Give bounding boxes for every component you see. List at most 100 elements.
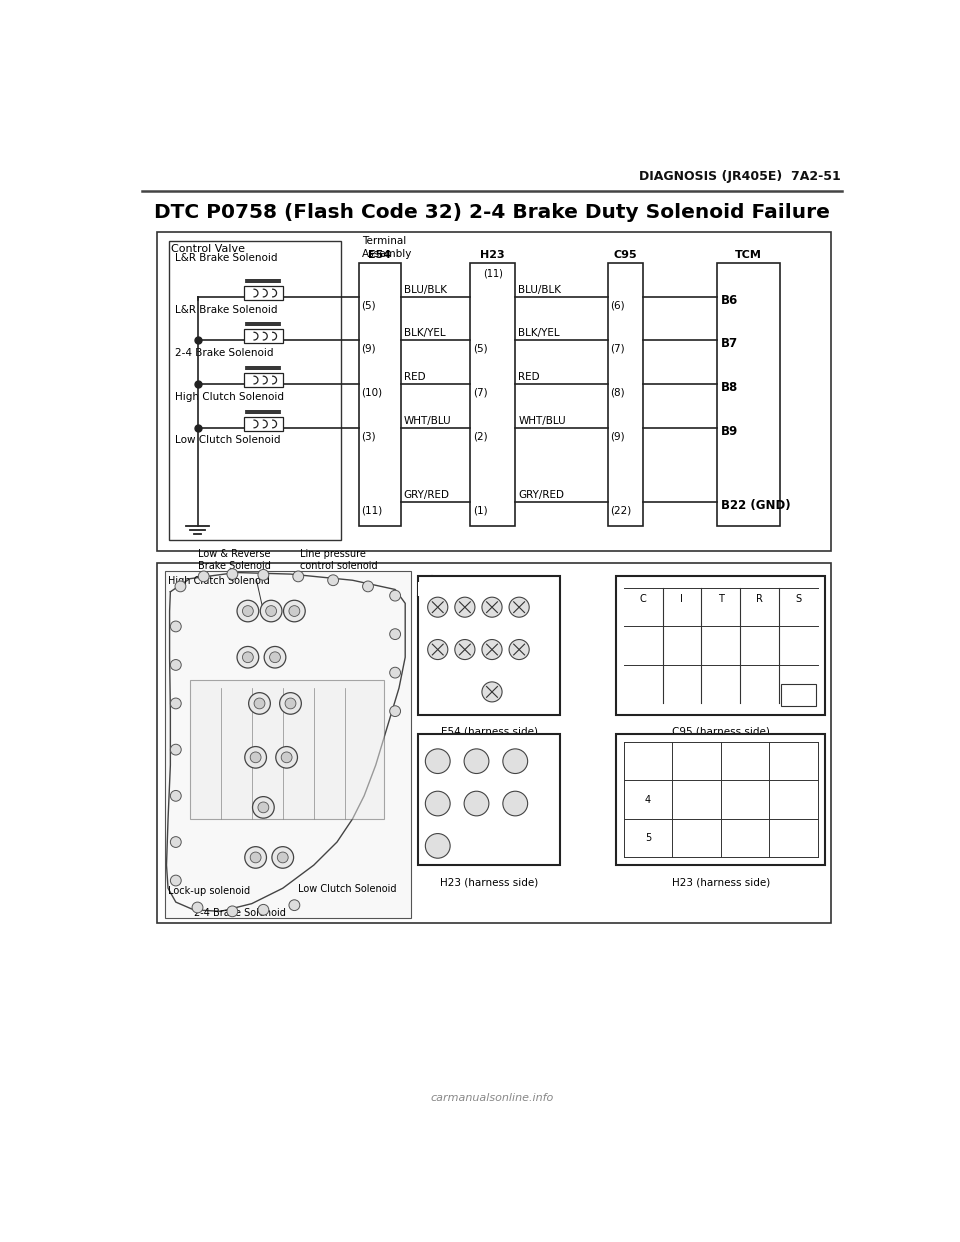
Text: B8: B8 <box>721 381 738 394</box>
Text: High Clutch Solenoid: High Clutch Solenoid <box>168 576 270 586</box>
Circle shape <box>227 905 238 917</box>
Text: H23: H23 <box>480 250 505 260</box>
Circle shape <box>482 682 502 702</box>
Circle shape <box>293 571 303 581</box>
Text: C95 (harness side): C95 (harness side) <box>672 727 770 737</box>
Circle shape <box>243 652 253 663</box>
Text: H23 (harness side): H23 (harness side) <box>441 877 539 887</box>
Circle shape <box>260 600 282 622</box>
Text: GRY/RED: GRY/RED <box>403 489 449 499</box>
Text: 22: 22 <box>792 691 804 700</box>
Circle shape <box>509 597 529 617</box>
Circle shape <box>192 902 203 913</box>
Text: E54: E54 <box>368 250 391 260</box>
Circle shape <box>285 698 296 709</box>
Circle shape <box>390 667 400 678</box>
Circle shape <box>237 646 259 668</box>
Circle shape <box>327 575 339 586</box>
Text: RED: RED <box>403 371 425 383</box>
Text: DTC P0758 (Flash Code 32) 2-4 Brake Duty Solenoid Failure: DTC P0758 (Flash Code 32) 2-4 Brake Duty… <box>154 202 830 221</box>
Circle shape <box>509 640 529 660</box>
Text: (3): (3) <box>361 431 375 441</box>
Circle shape <box>237 600 259 622</box>
Bar <box>244 417 283 431</box>
Text: L&R Brake Solenoid: L&R Brake Solenoid <box>175 253 277 263</box>
Bar <box>169 241 341 540</box>
Text: L&R Brake Solenoid: L&R Brake Solenoid <box>175 304 277 314</box>
Text: RED: RED <box>518 371 540 383</box>
Text: (22): (22) <box>611 505 632 515</box>
Bar <box>781 684 816 705</box>
Circle shape <box>175 581 186 591</box>
Text: (8): (8) <box>611 388 625 397</box>
Circle shape <box>227 569 238 580</box>
Text: (1): (1) <box>472 505 488 515</box>
Bar <box>244 329 283 343</box>
Text: WHT/BLU: WHT/BLU <box>518 416 566 426</box>
Circle shape <box>503 791 528 816</box>
Circle shape <box>277 852 288 863</box>
Text: B7: B7 <box>721 338 737 350</box>
Bar <box>616 576 826 715</box>
Text: B9: B9 <box>721 425 738 438</box>
Text: E54 (harness side): E54 (harness side) <box>441 727 538 737</box>
Text: (10): (10) <box>361 388 382 397</box>
Bar <box>609 263 643 527</box>
Circle shape <box>390 628 400 640</box>
Text: (11): (11) <box>483 268 503 278</box>
Text: DIAGNOSIS (JR405E)  7A2-51: DIAGNOSIS (JR405E) 7A2-51 <box>639 170 841 184</box>
Text: T: T <box>718 595 724 605</box>
Circle shape <box>170 744 181 755</box>
Circle shape <box>258 570 269 580</box>
Circle shape <box>254 698 265 709</box>
Bar <box>717 263 780 527</box>
Text: B22 (GND): B22 (GND) <box>721 499 790 512</box>
Circle shape <box>243 606 253 616</box>
Circle shape <box>249 693 271 714</box>
Circle shape <box>425 791 450 816</box>
Text: Terminal
Assembly: Terminal Assembly <box>362 236 412 258</box>
Text: Low Clutch Solenoid: Low Clutch Solenoid <box>175 436 280 446</box>
Bar <box>244 286 283 301</box>
Bar <box>470 263 516 527</box>
Text: GRY/RED: GRY/RED <box>518 489 564 499</box>
Bar <box>157 564 831 923</box>
Text: (5): (5) <box>361 301 375 310</box>
Text: 4: 4 <box>645 795 651 805</box>
Circle shape <box>289 606 300 616</box>
Circle shape <box>482 597 502 617</box>
Circle shape <box>170 837 181 847</box>
Text: High Clutch Solenoid: High Clutch Solenoid <box>175 391 284 401</box>
Text: C95: C95 <box>613 250 637 260</box>
Circle shape <box>272 847 294 868</box>
Text: (5): (5) <box>472 344 488 354</box>
Circle shape <box>199 571 209 581</box>
Circle shape <box>279 693 301 714</box>
Text: I: I <box>681 595 684 605</box>
Circle shape <box>425 833 450 858</box>
Text: 5: 5 <box>645 833 651 843</box>
Circle shape <box>251 852 261 863</box>
Circle shape <box>425 749 450 774</box>
Circle shape <box>170 660 181 671</box>
Text: (9): (9) <box>611 431 625 441</box>
Text: (11): (11) <box>361 505 382 515</box>
Circle shape <box>170 698 181 709</box>
Circle shape <box>455 597 475 617</box>
Bar <box>157 232 831 551</box>
Circle shape <box>283 600 305 622</box>
Circle shape <box>482 640 502 660</box>
Circle shape <box>427 640 447 660</box>
Bar <box>244 373 283 388</box>
Circle shape <box>464 749 489 774</box>
Circle shape <box>252 796 275 818</box>
Circle shape <box>264 646 286 668</box>
Bar <box>359 263 400 527</box>
Text: (7): (7) <box>472 388 488 397</box>
Circle shape <box>464 791 489 816</box>
Circle shape <box>170 621 181 632</box>
Text: (6): (6) <box>611 301 625 310</box>
Text: H23 (harness side): H23 (harness side) <box>671 877 770 887</box>
Circle shape <box>245 847 267 868</box>
Circle shape <box>281 751 292 763</box>
